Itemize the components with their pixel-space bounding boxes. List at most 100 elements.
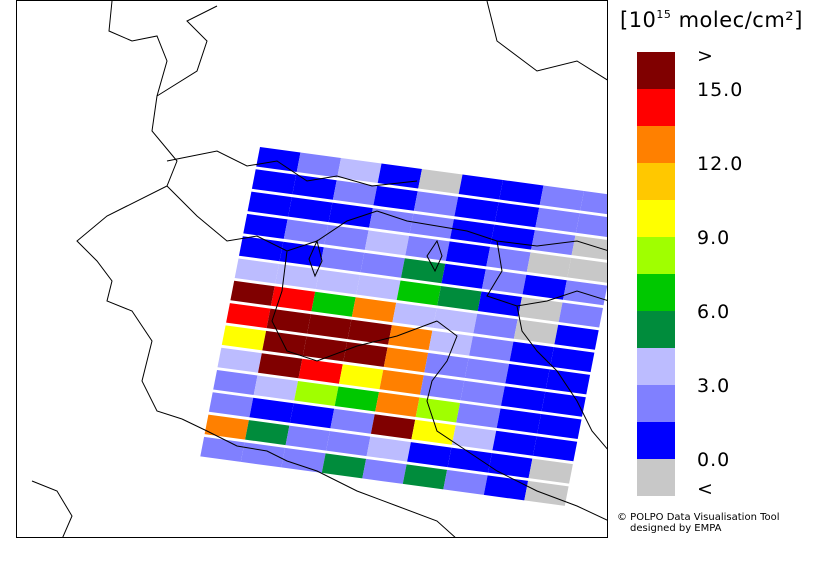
map-panel[interactable] xyxy=(16,0,608,538)
swath-pixel xyxy=(545,369,591,395)
swath-pixel xyxy=(356,275,401,300)
map-canvas[interactable] xyxy=(17,1,608,538)
swath-pixel xyxy=(298,358,343,384)
swath-pixel xyxy=(450,219,495,245)
border-italy-inner xyxy=(271,250,438,362)
swath-pixel xyxy=(362,458,407,484)
swath-pixel xyxy=(567,257,607,283)
swath-pixel xyxy=(307,314,352,340)
swath-pixel xyxy=(292,174,337,200)
swath-pixel xyxy=(332,180,378,206)
swath-pixel xyxy=(321,453,367,479)
swath-pixel xyxy=(337,158,382,183)
coastline-istria xyxy=(516,305,607,450)
swath-pixel xyxy=(247,191,292,217)
swath-pixel xyxy=(388,325,433,351)
border-austria-italy xyxy=(376,210,607,251)
swath-pixel xyxy=(279,241,324,267)
swath-pixel xyxy=(200,436,245,462)
swath-pixel xyxy=(289,403,335,429)
swath-pixel xyxy=(302,336,348,362)
colorbar-swatch xyxy=(637,89,675,126)
swath-pixel xyxy=(213,370,258,395)
swath-pixel xyxy=(328,202,373,228)
colorbar-swatch xyxy=(637,422,675,459)
swath-pixel xyxy=(239,236,284,262)
swath-pixel xyxy=(509,341,554,367)
colorbar-tick-0: 0.0 xyxy=(697,449,731,471)
colorbar-swatch xyxy=(637,163,675,200)
swath-pixel xyxy=(245,420,290,446)
swath-pixel xyxy=(420,375,465,401)
swath-pixel xyxy=(409,213,454,239)
colorbar-over-label: > xyxy=(697,45,714,67)
lake-garda xyxy=(426,239,443,273)
swath-pixel xyxy=(445,241,491,267)
swath-pixel xyxy=(230,280,275,306)
swath-pixel xyxy=(550,347,595,373)
swath-pixel xyxy=(339,364,384,390)
colorbar-swatch xyxy=(637,385,675,422)
swath-pixel xyxy=(415,397,460,423)
swath-pixel xyxy=(405,235,450,261)
swath-pixel xyxy=(204,414,249,440)
credit-line-2: designed by EMPA xyxy=(630,523,722,534)
swath-pixel xyxy=(499,180,544,205)
swath-pixel xyxy=(539,185,584,211)
swath-pixel xyxy=(477,291,522,317)
swath-pixel xyxy=(383,347,429,373)
swath-pixel xyxy=(243,213,288,239)
swath-pixel xyxy=(343,341,388,367)
swath-pixel xyxy=(258,353,303,379)
swath-pixel xyxy=(326,431,371,457)
border-france-switzerland xyxy=(76,1,183,420)
swath-pixel xyxy=(411,419,456,445)
swath-pixel xyxy=(531,230,576,256)
swath-pixel xyxy=(535,207,580,233)
swath-pixel xyxy=(315,269,360,295)
swath-pixel xyxy=(437,286,482,311)
swath-pixel xyxy=(407,442,452,468)
colorbar-swatch xyxy=(637,237,675,274)
swath-pixel xyxy=(424,352,469,378)
swath-pixel xyxy=(451,425,497,451)
swath-pixel xyxy=(249,397,294,423)
swath-pixel xyxy=(330,408,375,434)
swath-pixel xyxy=(522,274,567,300)
swath-pixel xyxy=(320,247,365,273)
swath-pixel xyxy=(483,475,529,501)
colorbar-tick-9: 9.0 xyxy=(697,227,731,249)
swath-pixel xyxy=(288,197,333,223)
border-germany-north xyxy=(156,5,218,97)
swath-pixel xyxy=(494,202,540,228)
swath-pixel xyxy=(375,392,420,417)
swath-pixel xyxy=(513,319,559,345)
colorbar-tick-6: 6.0 xyxy=(697,301,731,323)
border-east xyxy=(486,1,607,81)
swath-pixel xyxy=(505,363,550,389)
swath-pixel xyxy=(458,174,503,200)
swath-pixel xyxy=(532,436,578,462)
swath-pixel xyxy=(518,297,563,322)
swath-pixel xyxy=(402,464,448,490)
swath-pixel xyxy=(469,336,514,362)
swath-pixel xyxy=(379,369,424,395)
swath-pixel xyxy=(366,436,411,462)
swath-pixel xyxy=(217,347,262,373)
swath-pixel xyxy=(334,386,379,412)
swath-pixel xyxy=(226,303,271,329)
swath-pixel xyxy=(464,358,510,384)
corsica-coast xyxy=(31,480,73,537)
colorbar-tick-15: 15.0 xyxy=(697,79,744,101)
swath-pixel xyxy=(454,196,499,222)
swath-pixel xyxy=(281,447,326,473)
swath-pixel xyxy=(275,264,320,289)
colorbar-swatch xyxy=(637,459,675,496)
swath-pixel xyxy=(347,319,392,345)
swath-pixel xyxy=(240,442,286,468)
swath-pixel xyxy=(443,469,488,495)
swath-pixel xyxy=(251,169,297,195)
swath-pixel xyxy=(364,230,410,256)
colorbar-swatch xyxy=(637,274,675,311)
colorbar-swatch xyxy=(637,126,675,163)
